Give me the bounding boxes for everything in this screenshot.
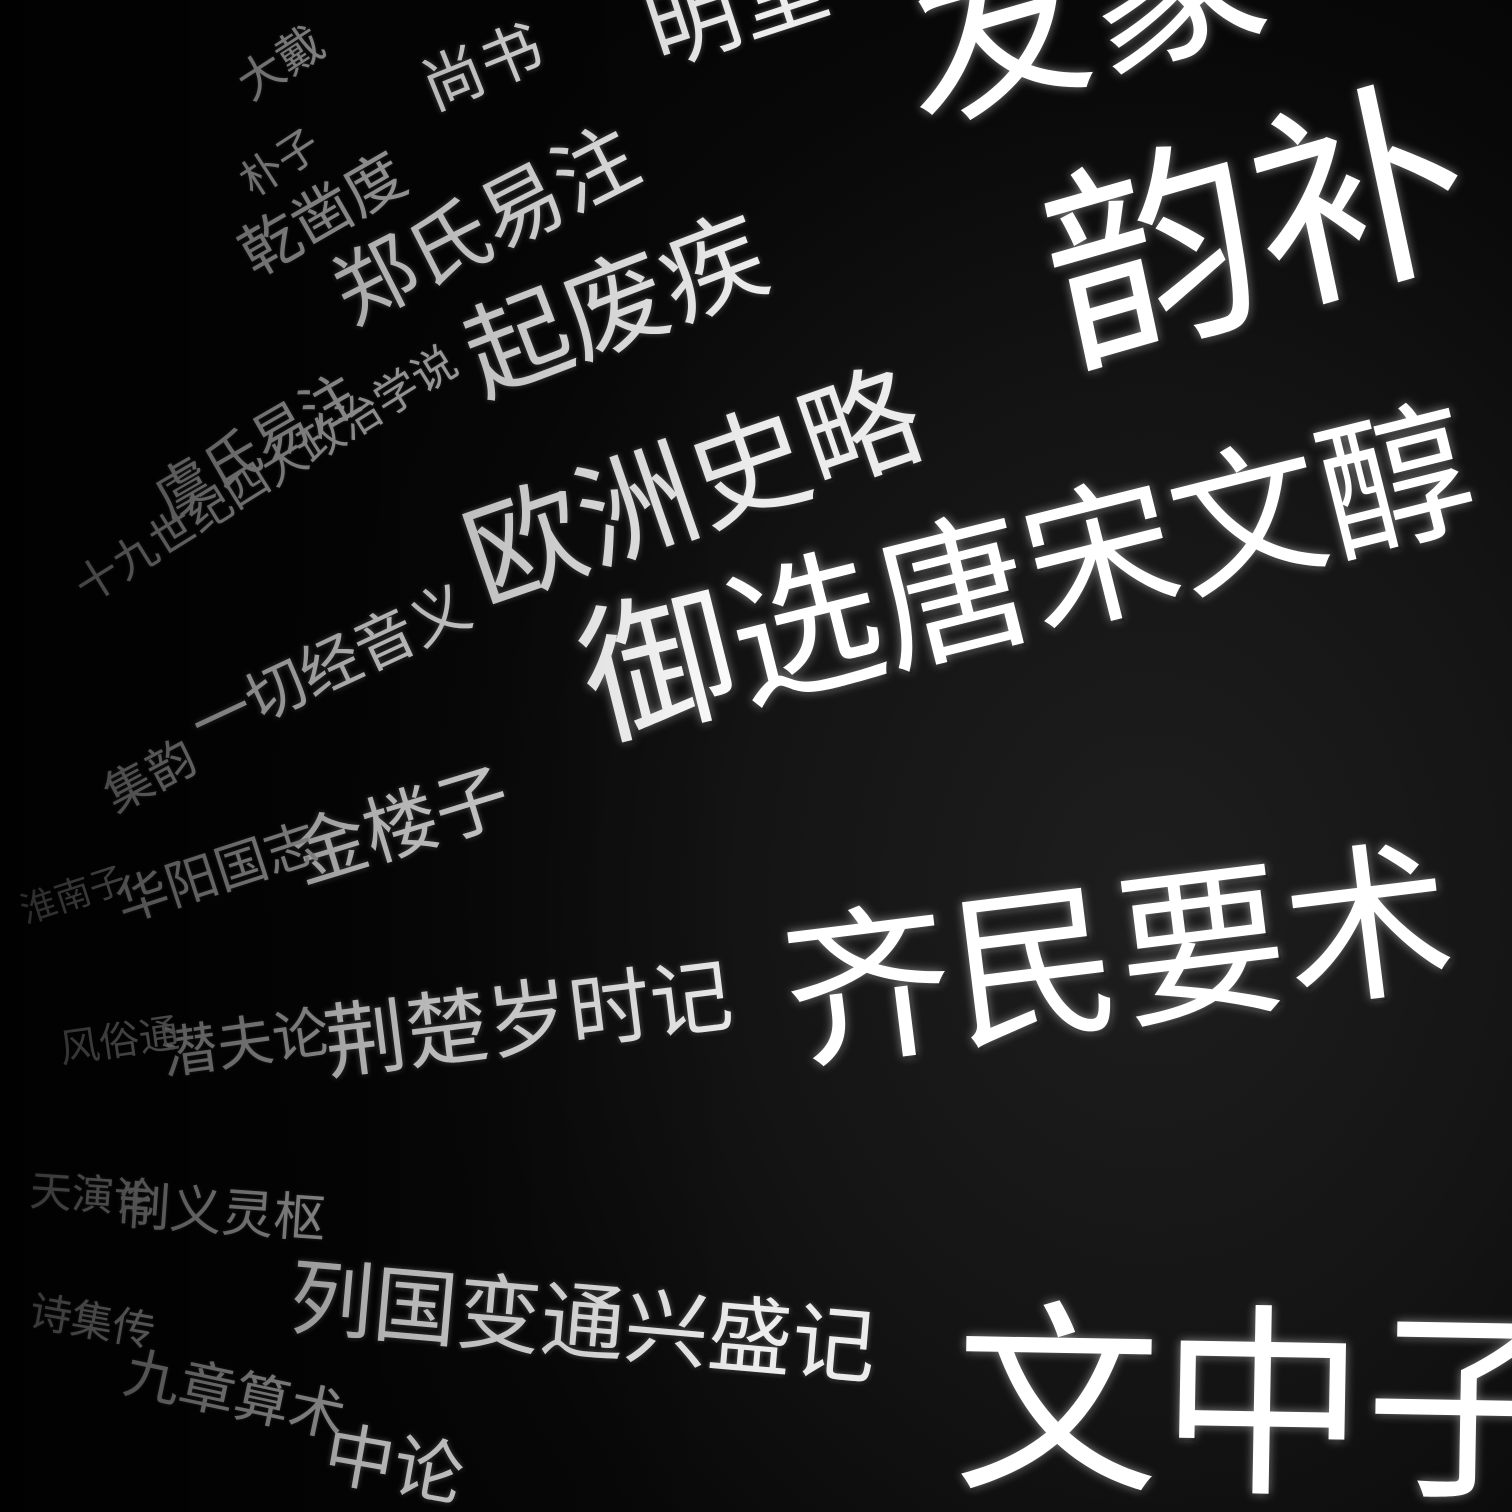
title-jin-lou-zi: 金楼子 (282, 752, 520, 901)
title-da-dai: 大戴 (227, 15, 334, 111)
title-hua-yang-guo-zhi: 华阳国志 (108, 813, 326, 935)
title-tian-yan-lun: 天演论 (28, 1166, 158, 1224)
title-ming-tang: 明堂 (633, 0, 842, 87)
title-shi-jiu-shi-ji-si-da-zheng-zhi-xue-shuo: 十九世纪四大政治学说 (66, 336, 467, 614)
title-huai-nan-zi: 淮南子 (15, 859, 131, 933)
title-shang-shu: 尚书 (411, 10, 554, 125)
title-ji-yun: 集韵 (94, 729, 206, 824)
title-jing-chu-sui-shi-ji: 荆楚岁时记 (319, 948, 738, 1093)
title-lie-guo-bian-tong-xing-sheng-ji: 列国变通兴盛记 (285, 1248, 881, 1398)
title-zhong-lun: 中论 (317, 1412, 470, 1512)
title-yi-qie-jing-yin-yi: 一切经音义 (180, 571, 482, 762)
title-wen-zhong-zi: 文中子 (952, 1283, 1512, 1512)
title-qian-fu-lun: 潜夫论 (157, 999, 333, 1088)
title-jiu-zhang-suan-shu: 九章算术 (118, 1340, 351, 1451)
title-qi-min-yao-shu: 齐民要术 (773, 819, 1464, 1097)
